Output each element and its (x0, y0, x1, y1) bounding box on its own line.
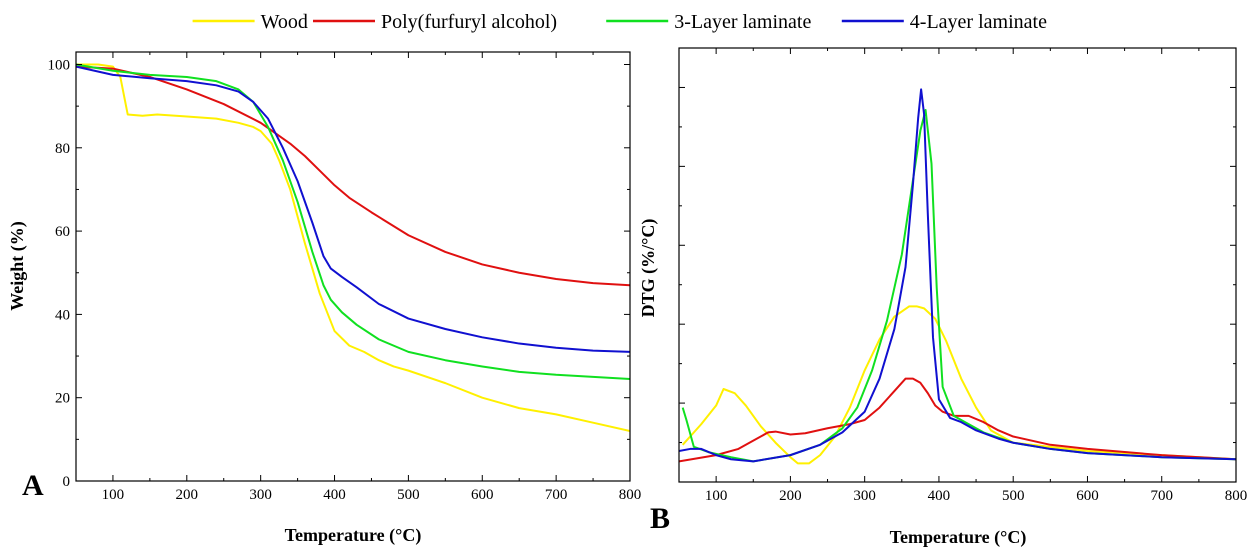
panel-b-series-3 (679, 88, 1236, 463)
panel-b-xtick-label-3: 400 (928, 488, 951, 504)
panel-b-xtick-label-6: 700 (1150, 488, 1173, 504)
panel-b-xtick-label-0: 100 (705, 488, 728, 504)
panel-a-series-0 (76, 63, 630, 432)
panel-b-xtick-label-2: 300 (853, 488, 876, 504)
panel-a-xtick-label-0: 100 (102, 487, 125, 503)
panel-a-ytick-label-3: 60 (55, 224, 70, 240)
panel-a-xtick-label-6: 700 (545, 487, 568, 503)
panel-b-letter: B (650, 502, 670, 535)
legend-label-3: 4-Layer laminate (910, 11, 1047, 33)
panel-a-weight-chart: 100 200 300 400 500 600 700 800 0 20 40 60 80 100 Tem… (7, 51, 642, 546)
legend-label-0: Wood (261, 11, 308, 33)
panel-b-series-2 (681, 109, 1236, 463)
panel-b-xtick-label-5: 600 (1076, 488, 1099, 504)
panel-a-ytick-label-4: 80 (55, 141, 70, 157)
panel-a-series-2 (76, 63, 630, 380)
legend: Wood Poly(furfuryl alcohol) 3-Layer lamina… (192, 11, 1047, 33)
panel-b-xtick-label-4: 500 (1002, 488, 1025, 504)
panel-b-xlabel: Temperature (°C) (890, 527, 1027, 548)
panel-a-series-1 (76, 65, 630, 287)
panel-a-xtick-label-3: 400 (323, 487, 346, 503)
panel-b-ylabel: DTG (%/°C) (638, 219, 659, 318)
panel-b-xtick-label-1: 200 (779, 488, 802, 504)
panel-a-letter: A (22, 469, 44, 502)
panel-a-ytick-label-0: 0 (63, 474, 71, 490)
panel-a-ytick-label-1: 20 (55, 391, 70, 407)
panel-a-series-3 (76, 65, 630, 353)
panel-a-xtick-label-2: 300 (249, 487, 272, 503)
panel-a-plot-area (76, 63, 630, 432)
panel-a-xtick-label-7: 800 (619, 487, 642, 503)
legend-label-2: 3-Layer laminate (674, 11, 811, 33)
panel-a-xtick-label-5: 600 (471, 487, 494, 503)
panel-b-series-0 (681, 305, 1236, 465)
panel-b-plot-area (679, 88, 1236, 465)
panel-a-ytick-label-5: 100 (48, 57, 71, 73)
panel-b-dtg-chart: 100 200 300 400 500 600 700 800 Temperature (°C… (638, 47, 1248, 548)
panel-a-ylabel: Weight (%) (7, 221, 28, 311)
legend-label-1: Poly(furfuryl alcohol) (381, 11, 557, 33)
panel-a-xtick-label-4: 500 (397, 487, 420, 503)
panel-b-axes: 100 200 300 400 500 600 700 800 (678, 48, 1248, 504)
panel-a-ytick-label-2: 40 (55, 307, 70, 323)
panel-a-axes: 100 200 300 400 500 600 700 800 0 20 40 60 80 100 (48, 52, 642, 503)
panel-b-series-1 (679, 377, 1236, 463)
panel-a-xtick-label-1: 200 (176, 487, 199, 503)
panel-a-frame (75, 51, 631, 482)
panel-a-xlabel: Temperature (°C) (285, 525, 422, 546)
panel-b-xtick-label-7: 800 (1225, 488, 1248, 504)
panel-b-frame (678, 47, 1237, 483)
